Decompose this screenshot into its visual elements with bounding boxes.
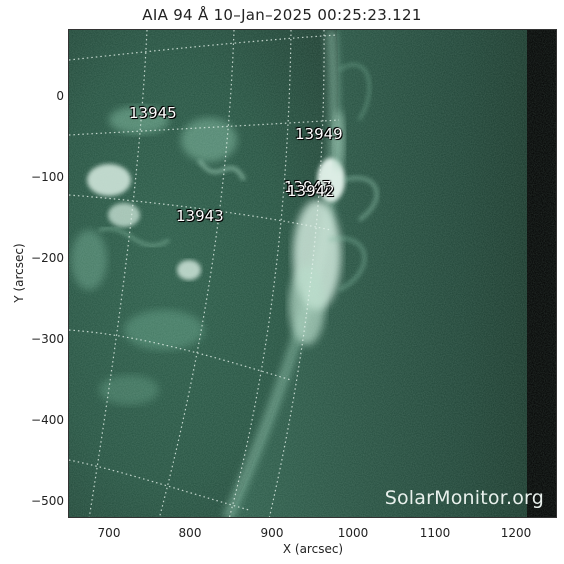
y-tick-label: −200 — [31, 251, 64, 265]
solar-image: 13945 13949 13947 13942 13943 SolarMonit… — [68, 29, 557, 518]
y-tick-label: 0 — [56, 89, 64, 103]
solar-image-graphic — [69, 30, 556, 517]
active-region-label: 13943 — [176, 207, 224, 225]
y-axis-label: Y (arcsec) — [12, 243, 26, 303]
active-region-label: 13947 — [284, 178, 332, 196]
x-tick-label: 1200 — [500, 526, 532, 540]
x-tick-label: 1000 — [337, 526, 369, 540]
active-region-label: 13949 — [295, 125, 343, 143]
watermark: SolarMonitor.org — [384, 487, 544, 509]
active-region-label: 13945 — [129, 104, 177, 122]
y-tick-label: −400 — [31, 413, 64, 427]
y-tick-label: −500 — [31, 494, 64, 508]
x-tick-label: 800 — [178, 526, 202, 540]
y-tick-label: −100 — [31, 170, 64, 184]
coordinate-grid — [69, 30, 340, 517]
space-edge — [527, 30, 556, 517]
active-region-label: 13942 — [287, 182, 335, 200]
x-axis-label: X (arcsec) — [282, 542, 344, 556]
image-title: AIA 94 Å 10–Jan–2025 00:25:23.121 — [142, 6, 422, 24]
x-tick-label: 1100 — [419, 526, 451, 540]
y-tick-label: −300 — [31, 332, 64, 346]
x-tick-label: 900 — [260, 526, 284, 540]
x-tick-label: 700 — [97, 526, 121, 540]
